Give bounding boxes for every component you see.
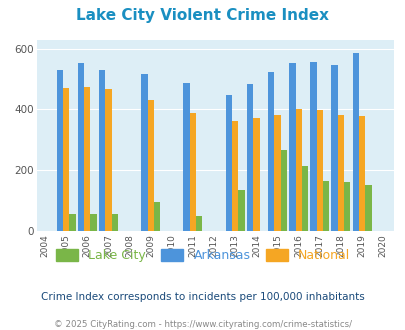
Bar: [280, 150, 286, 231]
Bar: [105, 88, 111, 231]
Bar: [225, 95, 232, 231]
Bar: [274, 115, 280, 231]
Bar: [364, 184, 371, 231]
Bar: [322, 182, 328, 231]
Bar: [309, 62, 316, 231]
Bar: [84, 87, 90, 231]
Bar: [330, 65, 337, 231]
Bar: [90, 214, 96, 231]
Bar: [238, 190, 244, 231]
Bar: [295, 110, 301, 231]
Text: Crime Index corresponds to incidents per 100,000 inhabitants: Crime Index corresponds to incidents per…: [41, 292, 364, 302]
Bar: [99, 70, 105, 231]
Bar: [190, 114, 196, 231]
Bar: [232, 121, 238, 231]
Bar: [253, 118, 259, 231]
Bar: [69, 214, 75, 231]
Bar: [358, 116, 364, 231]
Text: Lake City Violent Crime Index: Lake City Violent Crime Index: [76, 8, 329, 23]
Bar: [196, 216, 202, 231]
Bar: [288, 63, 295, 231]
Bar: [111, 214, 117, 231]
Bar: [183, 83, 190, 231]
Bar: [316, 111, 322, 231]
Bar: [153, 202, 160, 231]
Bar: [337, 115, 343, 231]
Bar: [246, 84, 253, 231]
Bar: [343, 182, 350, 231]
Bar: [267, 72, 274, 231]
Bar: [147, 100, 153, 231]
Bar: [301, 166, 307, 231]
Bar: [56, 70, 63, 231]
Bar: [141, 74, 147, 231]
Bar: [352, 53, 358, 231]
Bar: [63, 87, 69, 231]
Legend: Lake City, Arkansas, National: Lake City, Arkansas, National: [52, 246, 353, 266]
Text: © 2025 CityRating.com - https://www.cityrating.com/crime-statistics/: © 2025 CityRating.com - https://www.city…: [54, 320, 351, 329]
Bar: [78, 63, 84, 231]
